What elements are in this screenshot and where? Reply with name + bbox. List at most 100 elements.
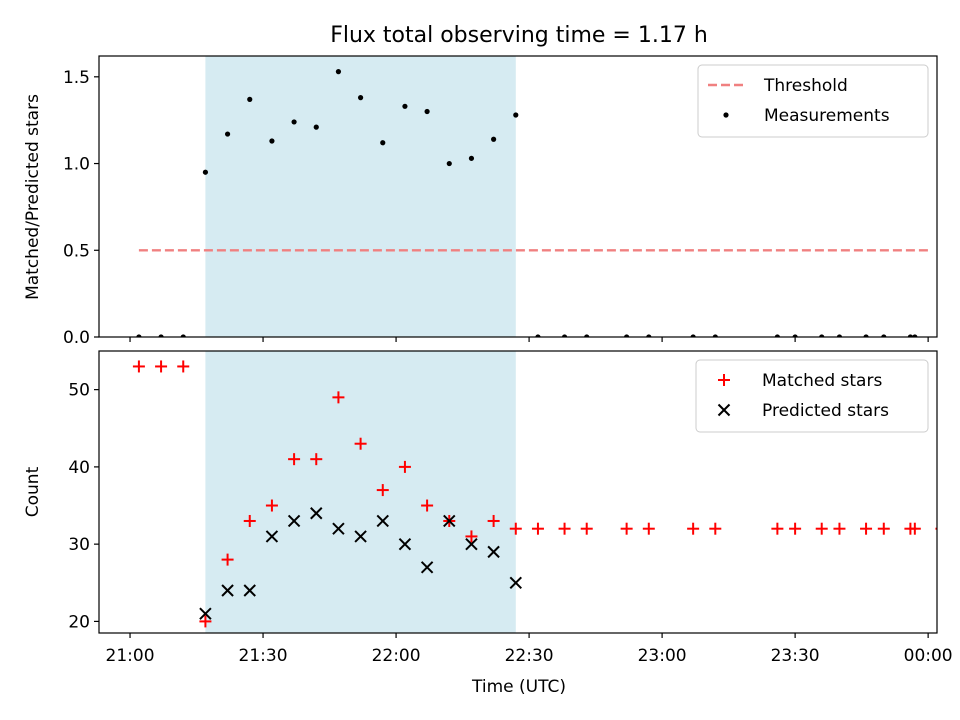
measurement-point — [291, 119, 297, 125]
legend-entry: Matched stars — [762, 371, 882, 391]
predicted-stars-point — [287, 514, 301, 528]
cross-b — [398, 537, 412, 551]
matched-stars-point — [509, 522, 522, 535]
measurement-point — [690, 334, 696, 337]
panel-frame — [98, 55, 938, 338]
x-tick-label: 23:30 — [771, 646, 820, 666]
y-tick-label: 1.5 — [63, 68, 90, 88]
cross-b — [420, 561, 434, 574]
plot-area — [136, 56, 929, 337]
top-y-axis-label: Matched/Predicted stars — [23, 94, 43, 300]
y-tick-label: 50 — [68, 381, 90, 401]
predicted-stars-point — [199, 607, 212, 620]
measurement-point — [561, 334, 568, 337]
cross-b — [287, 514, 301, 528]
measurement-point — [224, 131, 231, 137]
chart-title: Flux total observing time = 1.17 h — [330, 23, 708, 48]
matched-stars-point — [877, 522, 890, 535]
matched-stars-point — [558, 522, 571, 535]
matched-stars-point — [199, 615, 212, 628]
legend-box — [697, 64, 929, 138]
predicted-stars-point — [310, 507, 323, 520]
matched-stars-point — [465, 530, 478, 543]
predicted-stars-point — [221, 584, 234, 597]
measurement-point — [712, 334, 718, 337]
x-axis-label: Time (UTC) — [471, 677, 566, 697]
matched-stars-point — [908, 522, 921, 535]
predicted-stars-point — [443, 514, 456, 528]
bottom-y-axis-label: Count — [23, 466, 43, 517]
cross-b — [487, 545, 500, 559]
matched-stars-point — [620, 522, 633, 535]
cross-b — [199, 607, 212, 620]
predicted-stars-point — [354, 530, 367, 543]
measurement-point — [380, 140, 386, 146]
measurement-point — [158, 334, 164, 337]
matched-stars-point — [487, 514, 500, 527]
matched-stars-point — [421, 499, 434, 512]
predicted-stars-point — [398, 537, 412, 551]
cross-b — [243, 584, 256, 597]
y-tick-label: 0.5 — [63, 241, 90, 261]
matched-stars-point — [177, 360, 190, 373]
measurement-point — [335, 69, 342, 75]
cross-b — [332, 522, 345, 535]
measurement-point — [269, 138, 275, 144]
x-tick-label: 22:30 — [505, 646, 554, 666]
measurement-point — [819, 334, 825, 337]
matched-stars-point — [789, 522, 802, 535]
y-tick-label: 1.0 — [63, 155, 90, 175]
measurement-point — [836, 334, 843, 337]
observing-span — [205, 56, 516, 337]
matched-stars-point — [398, 460, 411, 473]
measurement-point — [912, 334, 918, 337]
x-tick-label: 21:30 — [239, 646, 288, 666]
cross-b — [465, 537, 478, 551]
predicted-stars-point — [265, 530, 279, 543]
legend-entry: Threshold — [763, 76, 848, 96]
measurement-point — [136, 334, 142, 337]
y-tick-label: 20 — [68, 612, 90, 632]
measurement-point — [774, 334, 780, 337]
matched-stars-point — [132, 360, 145, 373]
matched-stars-point — [310, 453, 323, 466]
matched-stars-point — [288, 453, 301, 466]
cross-b — [221, 584, 234, 597]
predicted-stars-point — [487, 545, 500, 559]
panel-frame — [98, 350, 938, 634]
matched-stars-point — [332, 391, 345, 404]
matched-stars-point — [709, 522, 722, 535]
y-tick-label: 40 — [68, 458, 90, 478]
matched-stars-point — [642, 522, 655, 535]
measurement-point — [646, 334, 652, 337]
measurement-point — [446, 160, 452, 167]
matched-stars-point — [221, 553, 234, 566]
measurement-point — [863, 334, 869, 337]
cross-b — [509, 576, 522, 589]
matched-stars-point — [531, 522, 544, 535]
legend-predicted-swatch — [717, 403, 731, 417]
measurement-point — [468, 155, 475, 161]
matched-stars-point — [376, 484, 389, 497]
predicted-stars-point — [465, 537, 478, 551]
ratio-panel: 0.0 0.5 1.0 1.5 Threshold Measurements — [63, 55, 938, 348]
measurement-point — [247, 96, 253, 102]
measurement-point — [357, 95, 364, 101]
predicted-stars-point — [509, 576, 522, 589]
count-panel: 20 30 40 50 21:00 21:30 22:00 22:30 23:00 23:30 00… — [68, 350, 953, 666]
measurement-point — [881, 334, 887, 337]
matched-stars-point — [265, 499, 278, 512]
cross-b — [376, 514, 389, 528]
cross-b — [265, 530, 279, 543]
matched-stars-point — [815, 522, 828, 535]
x-tick-label: 21:00 — [106, 646, 155, 666]
observing-span — [205, 351, 516, 633]
measurement-point — [202, 169, 209, 175]
cross-b — [354, 530, 367, 543]
legend-measurements-swatch — [723, 112, 729, 118]
matched-stars-point — [833, 522, 846, 535]
measurement-point — [424, 108, 430, 115]
predicted-stars-point — [332, 522, 345, 535]
ratio-legend: Threshold Measurements — [697, 64, 929, 138]
